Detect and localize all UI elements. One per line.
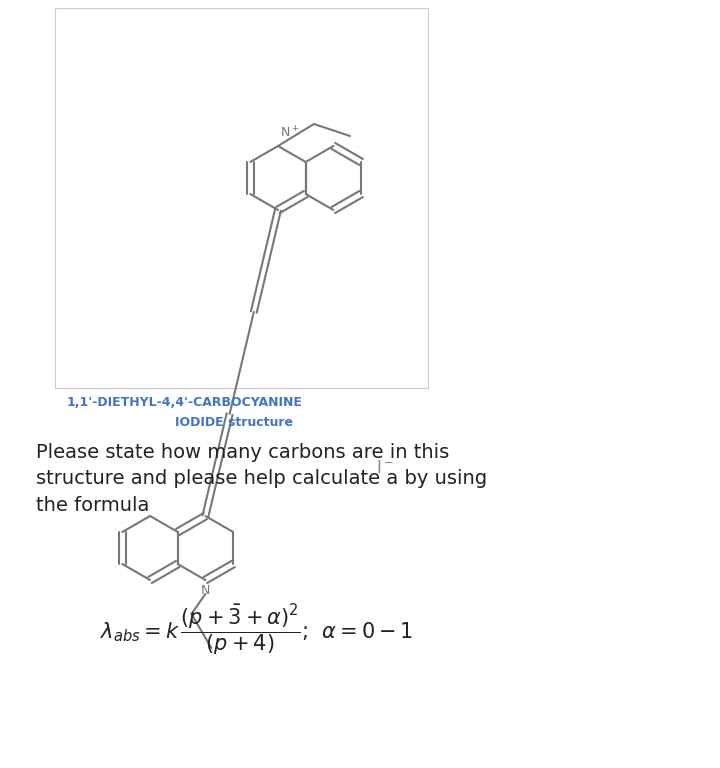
Text: 1,1'-DIETHYL-4,4'-CARBOCYANINE: 1,1'-DIETHYL-4,4'-CARBOCYANINE — [67, 396, 303, 409]
Text: $\lambda_{abs} = k\,\dfrac{(p + \bar{3} + \alpha)^2}{(p + 4)}$;  $\alpha = 0 - 1: $\lambda_{abs} = k\,\dfrac{(p + \bar{3} … — [100, 603, 413, 658]
Text: N$^+$: N$^+$ — [280, 126, 300, 141]
Text: IODIDE structure: IODIDE structure — [175, 416, 293, 429]
Text: I$^-$: I$^-$ — [376, 459, 394, 477]
Bar — [55, 8, 428, 388]
Text: Please state how many carbons are in this
structure and please help calculate a : Please state how many carbons are in thi… — [36, 443, 487, 515]
Text: N: N — [201, 584, 210, 597]
